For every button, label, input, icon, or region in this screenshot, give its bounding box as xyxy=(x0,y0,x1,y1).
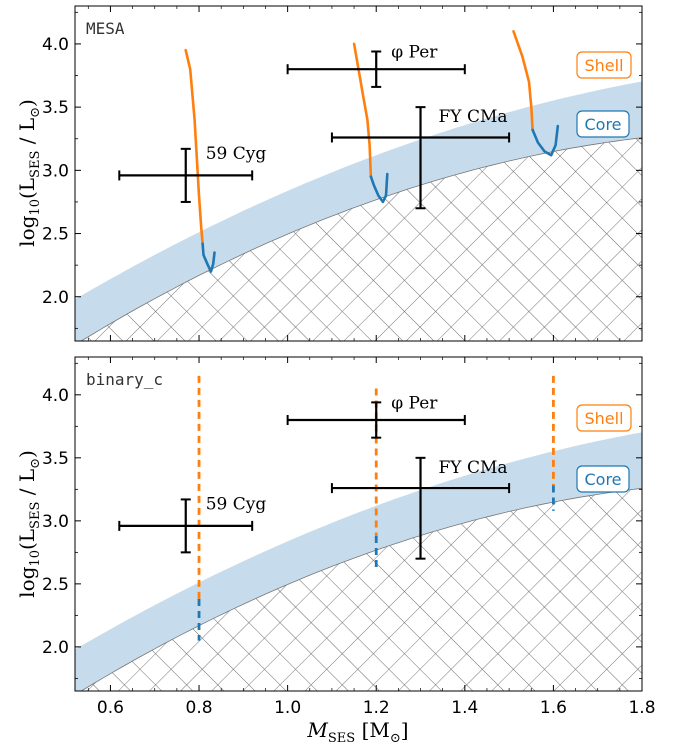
binary-c-xtick-label: 0.6 xyxy=(97,698,124,718)
mesa-legend-text-core: Core xyxy=(584,115,621,134)
panel-binary-c-legend: Shell Core xyxy=(576,404,632,493)
mesa-ytick-label: 2.5 xyxy=(42,225,69,245)
binary-c-xtick-label: 1.6 xyxy=(540,698,567,718)
binary-c-core-band xyxy=(75,432,642,691)
binary-c-hatch-boundary xyxy=(80,487,642,691)
mesa-core-band xyxy=(75,81,642,341)
binary-c-ytick-label: 3.0 xyxy=(42,512,69,532)
binary-c-xtick-label: 1.8 xyxy=(628,698,655,718)
panel-mesa-ylabel: log10(LSES / L⊙) xyxy=(15,99,43,247)
mesa-obs-1: φ Per xyxy=(286,43,466,88)
mesa-shell-track-0 xyxy=(184,48,204,245)
mesa-legend-text-shell: Shell xyxy=(584,56,623,75)
binary-c-obs-label-0: 59 Cyg xyxy=(206,494,267,514)
panel-mesa-frame xyxy=(74,5,643,342)
mesa-obs-label-2: FY CMa xyxy=(439,107,508,127)
binary-c-legend-text-core: Core xyxy=(584,470,621,489)
panel-binary-c-frame xyxy=(74,356,643,692)
binary-c-legend-text-shell: Shell xyxy=(584,409,623,428)
binary-c-obs-0: 59 Cyg xyxy=(118,494,267,554)
binary-c-xtick-label: 0.8 xyxy=(186,698,213,718)
mesa-legend-box-shell xyxy=(576,51,632,79)
mesa-ytick-label: 3.5 xyxy=(42,98,69,118)
panel-binary-c-ylabel: log10(LSES / L⊙) xyxy=(15,450,43,598)
mesa-obs-label-1: φ Per xyxy=(391,43,438,63)
mesa-core-track-1 xyxy=(369,172,389,204)
binary-c-ytick-label: 3.5 xyxy=(42,449,69,469)
panel-mesa-model-label: MESA xyxy=(86,19,125,38)
mesa-shell-track-2 xyxy=(512,29,534,132)
binary-c-xtick-label: 1.4 xyxy=(451,698,478,718)
binary-c-ytick-label: 4.0 xyxy=(42,386,69,406)
panel-binary-c-plot-area: 59 Cyg φ Per FY CMa xyxy=(75,375,642,691)
panel-mesa-legend: Shell Core xyxy=(576,51,632,138)
binary-c-obs-1: φ Per xyxy=(286,393,466,439)
mesa-obs-0: 59 Cyg xyxy=(118,144,267,203)
mesa-legend-box-core xyxy=(576,110,630,138)
panel-binary-c-model-label: binary_c xyxy=(86,370,163,389)
binary-c-xtick-label: 1.2 xyxy=(363,698,390,718)
binary-c-legend-box-core xyxy=(576,465,630,493)
mesa-ytick-label: 3.0 xyxy=(42,161,69,181)
mesa-hatched-region xyxy=(81,137,642,341)
binary-c-ytick-label: 2.5 xyxy=(42,575,69,595)
mesa-obs-2: FY CMa xyxy=(330,106,511,210)
mesa-core-track-2 xyxy=(531,124,560,157)
panel-mesa-plot-area: 59 Cyg φ Per FY CMa xyxy=(75,29,642,341)
binary-c-obs-label-1: φ Per xyxy=(391,393,438,413)
mesa-shell-track-1 xyxy=(352,42,373,178)
binary-c-obs-2: FY CMa xyxy=(330,456,511,560)
binary-c-ytick-label: 2.0 xyxy=(42,638,69,658)
binary-c-hatched-region xyxy=(81,488,642,691)
binary-c-xtick-label: 1.0 xyxy=(274,698,301,718)
mesa-ytick-label: 4.0 xyxy=(42,35,69,55)
panel-binary-c: 59 Cyg φ Per FY CMa 2.0 2.5 3.0 3.5 4.0 0.6 0.8 1… xyxy=(15,356,656,746)
mesa-ytick-label: 2.0 xyxy=(42,288,69,308)
mesa-obs-label-0: 59 Cyg xyxy=(206,144,267,164)
binary-c-legend-box-shell xyxy=(576,404,632,432)
x-axis-label: MSES [M⊙] xyxy=(306,718,408,746)
panel-binary-c-ticks: 2.0 2.5 3.0 3.5 4.0 0.6 0.8 1.0 1.2 1.4 1.6 1.8 xyxy=(42,357,656,718)
panel-mesa: 59 Cyg φ Per FY CMa 2.0 2.5 3.0 3.5 4.0 MESA S… xyxy=(15,5,643,342)
mesa-core-track-0 xyxy=(201,242,216,273)
panel-mesa-ticks: 2.0 2.5 3.0 3.5 4.0 xyxy=(42,6,643,341)
binary-c-obs-label-2: FY CMa xyxy=(439,458,508,478)
